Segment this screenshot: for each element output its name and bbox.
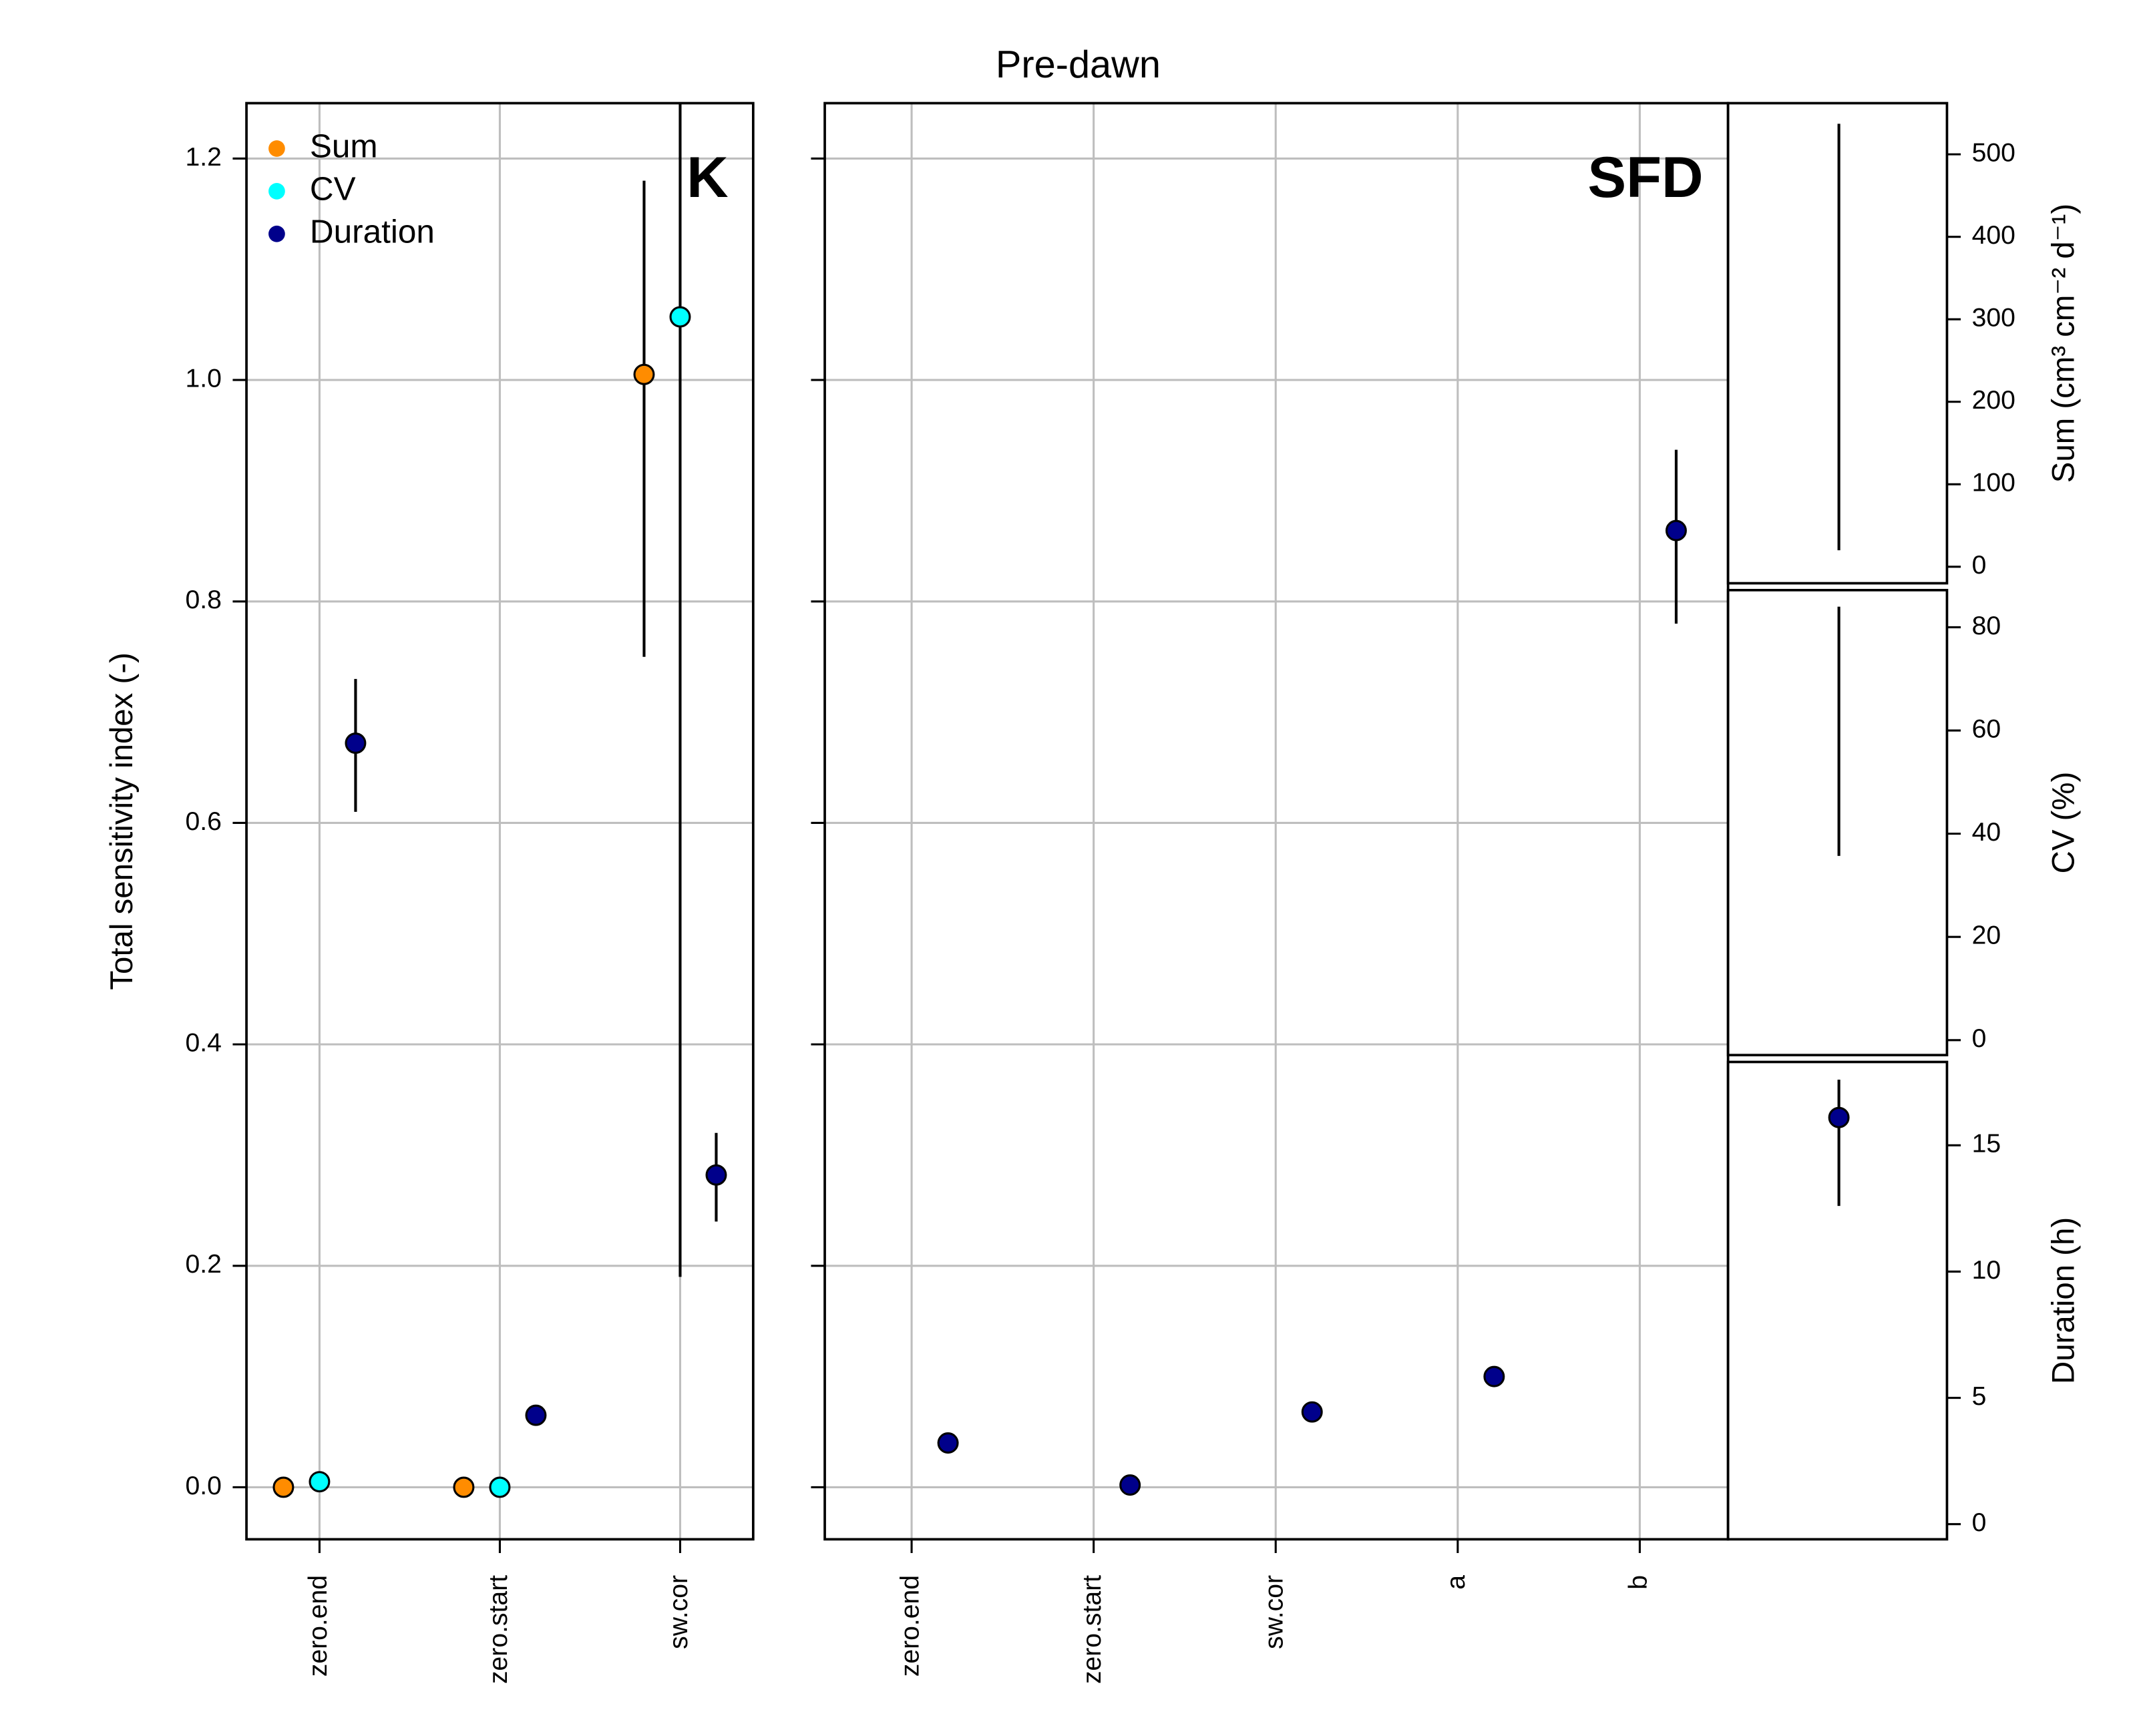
panel: [825, 103, 1728, 1540]
y-tick-label: 10: [1972, 1256, 2001, 1285]
y-tick-label: 5: [1972, 1382, 1987, 1411]
panel-frame: [245, 101, 755, 1541]
y-tick-label: 0.0: [186, 1472, 222, 1500]
y-tick-label: 500: [1972, 138, 2015, 167]
y-tick-label: 0: [1972, 1508, 1987, 1537]
panel-label: SFD: [1587, 146, 1703, 210]
legend-marker: [268, 225, 285, 242]
y-axis-label: Duration (h): [2046, 1217, 2081, 1384]
y-tick-label: 20: [1972, 921, 2001, 950]
point: [345, 732, 367, 754]
x-tick-label: zero.end: [304, 1575, 333, 1677]
y-tick-label: 0: [1972, 551, 1987, 580]
point: [1828, 1106, 1850, 1128]
y-tick-label: 0.6: [186, 807, 222, 836]
y-tick-label: 80: [1972, 612, 2001, 640]
legend-label: Duration: [310, 213, 435, 250]
point: [525, 1404, 547, 1426]
x-tick-label: zero.start: [484, 1575, 513, 1684]
y-tick-label: 1.2: [186, 143, 222, 172]
y-axis-label: Sum (cm³ cm⁻² d⁻¹): [2046, 204, 2081, 483]
x-tick-label: zero.end: [896, 1575, 924, 1677]
panel-frame: [1726, 1060, 1949, 1541]
panel-label: K: [687, 146, 729, 210]
point: [1483, 1365, 1505, 1387]
x-tick-label: a: [1442, 1575, 1471, 1590]
legend-label: CV: [310, 170, 356, 207]
y-axis-label: CV (%): [2046, 772, 2081, 874]
point: [489, 1476, 511, 1498]
point: [937, 1432, 959, 1454]
y-tick-label: 100: [1972, 469, 2015, 497]
panel-frame: [1726, 588, 1949, 1057]
y-tick-label: 60: [1972, 714, 2001, 743]
panel-frame: [1726, 101, 1949, 585]
y-tick-label: 40: [1972, 818, 2001, 847]
y-axis-label: Total sensitivity index (-): [104, 652, 140, 990]
point: [633, 363, 655, 385]
point: [309, 1471, 331, 1493]
point: [453, 1476, 475, 1498]
x-tick-label: zero.start: [1078, 1575, 1107, 1684]
y-tick-label: 15: [1972, 1130, 2001, 1158]
y-tick-label: 400: [1972, 221, 2015, 250]
y-tick-label: 0.8: [186, 586, 222, 614]
chart-title: Pre-dawn: [996, 43, 1161, 86]
y-tick-label: 0.2: [186, 1250, 222, 1279]
point: [1665, 519, 1687, 541]
y-tick-label: 200: [1972, 386, 2015, 415]
x-tick-label: sw.cor: [664, 1575, 693, 1649]
y-tick-label: 300: [1972, 304, 2015, 333]
y-tick-label: 0.4: [186, 1028, 222, 1057]
legend-label: Sum: [310, 128, 378, 165]
x-tick-label: b: [1624, 1575, 1653, 1590]
point: [1301, 1401, 1323, 1423]
panel: [246, 103, 753, 1540]
point: [669, 306, 691, 328]
panel: [1828, 1079, 1850, 1207]
point: [272, 1476, 295, 1498]
legend-marker: [268, 140, 285, 157]
point: [1119, 1474, 1141, 1496]
x-tick-label: sw.cor: [1260, 1575, 1289, 1649]
y-tick-label: 1.0: [186, 364, 222, 393]
legend-marker: [268, 183, 285, 200]
y-tick-label: 0: [1972, 1024, 1987, 1053]
point: [705, 1164, 727, 1186]
